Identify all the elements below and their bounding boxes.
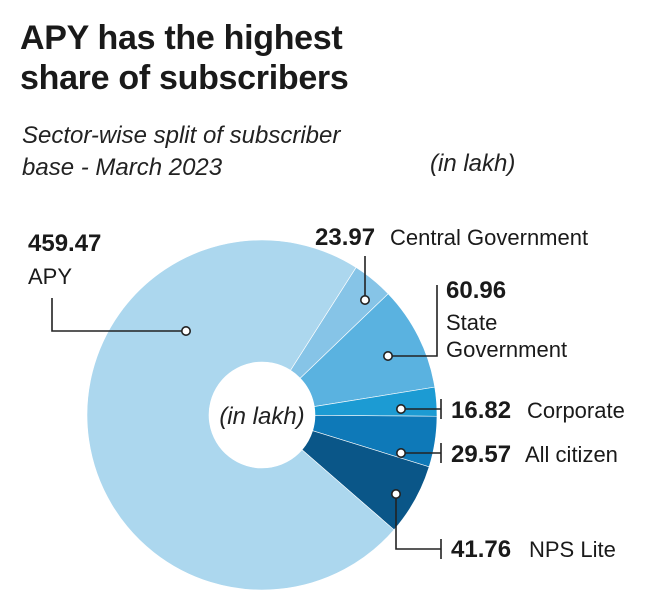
donut-slices — [86, 239, 438, 591]
label-apy-name: APY — [28, 264, 72, 289]
leader-state — [392, 285, 438, 357]
leader-apy — [51, 298, 182, 332]
unit-label-top: (in lakh) — [430, 150, 516, 177]
chart-title: APY has the highest share of subscribers — [20, 18, 440, 98]
chart-subtitle: Sector-wise split of subscriber base - M… — [22, 120, 402, 184]
label-nps-lite: 41.76 NPS Lite — [451, 536, 616, 563]
label-state-name-line2: Government — [446, 337, 567, 362]
label-citizen-name: All citizen — [525, 442, 618, 467]
label-state-name-line1: State — [446, 310, 497, 335]
leader-dot-state — [382, 350, 393, 361]
chart-title-line2: share of subscribers — [20, 59, 349, 97]
leader-dot-nps — [390, 488, 401, 499]
label-central-name: Central Government — [390, 225, 588, 250]
donut-hole — [209, 362, 315, 468]
leader-dot-central — [359, 294, 370, 305]
label-corporate-name: Corporate — [527, 398, 625, 423]
label-nps-name: NPS Lite — [529, 537, 616, 562]
label-state-value: 60.96 — [446, 277, 506, 304]
label-citizen-value: 29.57 — [451, 441, 511, 468]
label-apy-value: 459.47 — [28, 230, 101, 257]
label-state-government: 60.96 State Government — [446, 277, 567, 362]
leader-lines — [51, 256, 442, 559]
donut-center-label: (in lakh) — [219, 403, 304, 430]
chart-subtitle-line1: Sector-wise split of subscriber — [22, 122, 341, 149]
label-corporate-value: 16.82 — [451, 397, 511, 424]
chart-subtitle-line2: base - March 2023 — [22, 154, 223, 181]
leader-dot-citizen — [395, 447, 406, 458]
label-apy: 459.47 APY — [28, 230, 101, 289]
label-central-government: 23.97 Central Government — [315, 224, 588, 251]
leader-dot-apy — [181, 325, 192, 336]
leader-dot-corporate — [395, 403, 406, 414]
label-corporate: 16.82 Corporate — [451, 397, 625, 424]
chart-title-line1: APY has the highest — [20, 19, 343, 57]
label-central-value: 23.97 — [315, 224, 375, 251]
leader-nps — [395, 498, 441, 550]
label-all-citizen: 29.57 All citizen — [451, 441, 618, 468]
label-nps-value: 41.76 — [451, 536, 511, 563]
